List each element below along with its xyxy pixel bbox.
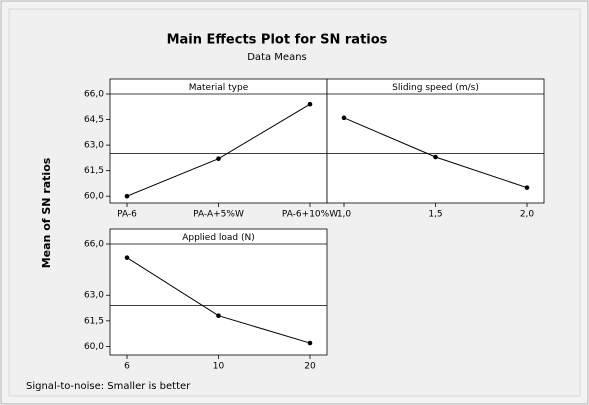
- x-tick-label: 6: [124, 362, 130, 372]
- y-axis-label: Mean of SN ratios: [40, 157, 53, 268]
- y-tick-label: 64,5: [84, 115, 104, 125]
- marker: [307, 101, 313, 107]
- marker: [341, 115, 347, 121]
- x-tick-label: PA-A+5%W: [193, 210, 244, 220]
- x-tick-label: 2,0: [520, 210, 535, 220]
- x-tick-label: PA-6: [117, 210, 137, 220]
- marker: [216, 313, 221, 319]
- y-tick-label: 63,0: [84, 141, 104, 151]
- chart-subtitle: Data Means: [247, 52, 307, 63]
- y-tick-label: 60,0: [84, 342, 104, 352]
- x-tick-label: 1,5: [428, 210, 442, 220]
- marker: [216, 156, 221, 162]
- marker: [124, 193, 130, 199]
- y-tick-label: 66,0: [84, 240, 104, 250]
- y-tick-label: 60,0: [84, 192, 104, 202]
- panel-title: Material type: [189, 83, 249, 93]
- footnote: Signal-to-noise: Smaller is better: [26, 381, 191, 392]
- panel: [109, 78, 328, 204]
- chart-title: Main Effects Plot for SN ratios: [167, 33, 388, 48]
- panel-title: Sliding speed (m/s): [392, 83, 479, 93]
- x-tick-label: PA-6+10%W: [282, 210, 338, 220]
- x-tick-label: 10: [213, 362, 225, 372]
- marker: [524, 185, 530, 190]
- y-tick-label: 66,0: [84, 90, 104, 100]
- panel-title: Applied load (N): [182, 233, 255, 243]
- marker: [433, 154, 438, 160]
- x-tick-label: 1,0: [337, 210, 352, 220]
- y-tick-label: 61,5: [84, 316, 104, 326]
- marker: [307, 340, 313, 346]
- panel: [326, 78, 545, 204]
- y-tick-label: 63,0: [84, 291, 104, 301]
- marker: [124, 255, 130, 260]
- panel: [109, 228, 328, 356]
- x-tick-label: 20: [304, 362, 316, 372]
- y-tick-label: 61,5: [84, 166, 104, 176]
